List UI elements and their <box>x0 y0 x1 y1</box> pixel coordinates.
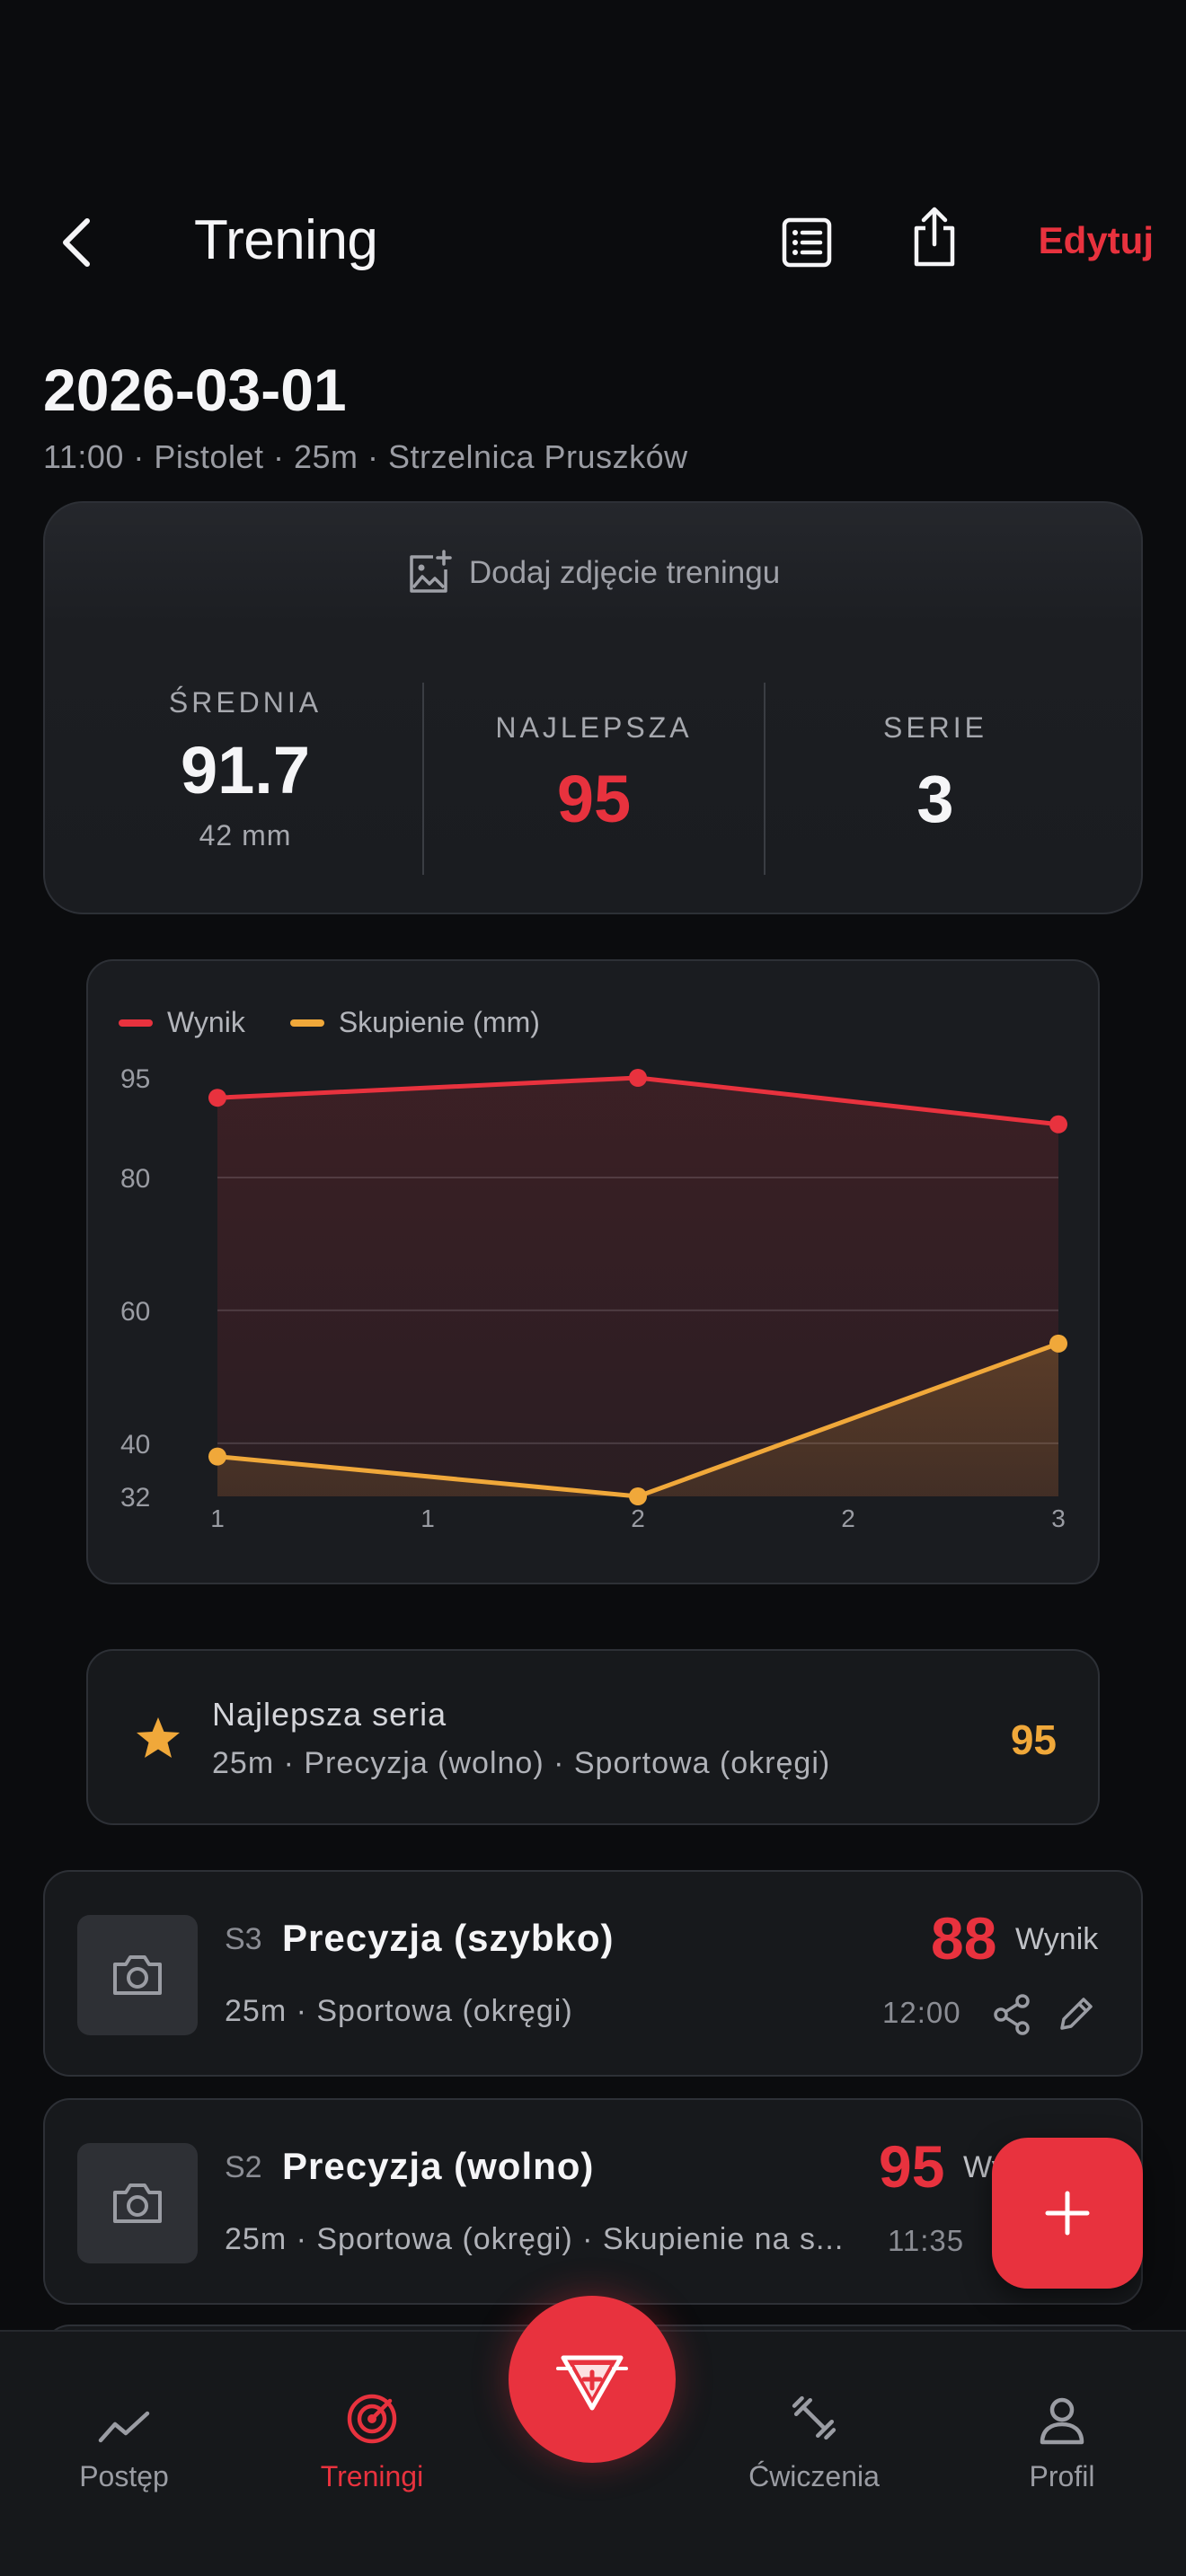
legend-item-grouping: Skupienie (mm) <box>289 1006 540 1039</box>
series-name: Precyzja (wolno) <box>282 2145 595 2187</box>
data-point <box>629 1069 647 1087</box>
legend-label: Skupienie (mm) <box>338 1006 540 1038</box>
data-point <box>208 1089 226 1107</box>
list-button[interactable] <box>769 205 845 280</box>
nav-item-trainings[interactable]: Treningi <box>282 2332 462 2493</box>
plus-icon <box>1045 2191 1090 2236</box>
stat-value: 95 <box>556 762 632 836</box>
series-subtitle: 25m · Sportowa (okręgi) <box>225 1994 573 2028</box>
nav-item-profile[interactable]: Profil <box>972 2332 1152 2493</box>
stat-label: SERIE <box>882 711 988 744</box>
series-subtitle: 25m · Sportowa (okręgi) · Skupienie na s… <box>225 2222 845 2256</box>
best-series-subtitle: 25m · Precyzja (wolno) · Sportowa (okręg… <box>212 1746 831 1780</box>
nav-label: Ćwiczenia <box>748 2460 880 2492</box>
add-photo-icon <box>410 550 452 593</box>
series-time: 12:00 <box>882 1996 961 2029</box>
stat-label: ŚREDNIA <box>168 686 323 719</box>
dumbbell-icon <box>792 2395 836 2440</box>
data-point <box>208 1447 226 1466</box>
stat-series: SERIE 3 <box>787 711 1084 837</box>
legend-swatch <box>289 1019 324 1027</box>
divider <box>764 683 766 875</box>
divider <box>422 683 424 875</box>
list-icon <box>782 217 832 268</box>
legend-item-score: Wynik <box>119 1006 245 1039</box>
session-date: 2026-03-01 <box>43 357 347 423</box>
camera-icon <box>113 1955 162 1995</box>
series-name: Precyzja (szybko) <box>282 1917 615 1959</box>
series-tag: S3 <box>225 1922 262 1956</box>
series-score-label: Wynik <box>1015 1922 1099 1956</box>
back-button[interactable] <box>45 205 108 280</box>
add-photo-label: Dodaj zdjęcie treningu <box>468 555 781 590</box>
series-score: 88 <box>931 1905 997 1972</box>
person-icon <box>1040 2397 1084 2445</box>
series-area <box>217 1078 1058 1496</box>
stat-best: NAJLEPSZA 95 <box>446 711 742 837</box>
stat-value: 3 <box>916 762 954 836</box>
stat-label: NAJLEPSZA <box>495 711 693 744</box>
add-series-button[interactable] <box>992 2138 1143 2289</box>
y-tick-label: 95 <box>120 1064 150 1094</box>
x-tick-label: 1 <box>210 1504 225 1532</box>
series-time: 11:35 <box>888 2224 965 2257</box>
data-point <box>1049 1334 1067 1353</box>
nav-label: Treningi <box>320 2460 424 2492</box>
nav-item-progress[interactable]: Postęp <box>34 2332 214 2493</box>
nav-label: Postęp <box>79 2460 169 2492</box>
star-icon <box>137 1717 180 1758</box>
y-tick-label: 32 <box>120 1483 150 1513</box>
best-series-value: 95 <box>1010 1716 1057 1763</box>
stat-value: 91.7 <box>180 733 311 807</box>
edit-button[interactable]: Edytuj <box>1038 219 1154 261</box>
page-title: Trening <box>194 209 378 271</box>
y-tick-label: 40 <box>120 1430 150 1460</box>
share-icon <box>914 207 955 267</box>
data-point <box>629 1487 647 1505</box>
series-photo-placeholder[interactable] <box>77 1915 198 2035</box>
edit-pencil-icon[interactable] <box>1057 1994 1096 2033</box>
data-point <box>1049 1115 1067 1134</box>
legend-label: Wynik <box>167 1006 245 1038</box>
series-tag: S2 <box>225 2150 262 2184</box>
series-area <box>217 1343 1058 1496</box>
camera-icon <box>113 2183 162 2223</box>
line-chart: 95 80 60 40 32 1 1 2 2 3 <box>120 1064 1067 1532</box>
stat-average: ŚREDNIA 91.7 42 mm <box>97 686 394 852</box>
center-action-button[interactable] <box>509 2296 676 2463</box>
logo-icon <box>556 2355 628 2411</box>
x-tick-label: 2 <box>841 1504 855 1532</box>
series-card[interactable]: S2 Precyzja (wolno) 25m · Sportowa (okrę… <box>43 2098 1143 2305</box>
chevron-left-icon <box>63 218 90 267</box>
series-score: 95 <box>879 2133 945 2200</box>
share-button[interactable] <box>897 199 972 275</box>
add-photo-button[interactable]: Dodaj zdjęcie treningu <box>45 550 1141 596</box>
series-card[interactable]: S3 Precyzja (szybko) 25m · Sportowa (okr… <box>43 1870 1143 2077</box>
chart-card: Wynik Skupienie (mm) 95 80 60 40 32 1 1 2 2 3 <box>86 959 1100 1584</box>
series-photo-placeholder[interactable] <box>77 2143 198 2263</box>
nav-item-exercises[interactable]: Ćwiczenia <box>724 2332 904 2493</box>
y-tick-label: 60 <box>120 1297 150 1327</box>
x-tick-label: 3 <box>1051 1504 1066 1532</box>
nav-label: Profil <box>1029 2460 1095 2492</box>
trend-icon <box>98 2411 150 2443</box>
share-icon[interactable] <box>992 1994 1031 2035</box>
legend-swatch <box>119 1019 153 1027</box>
x-tick-label: 2 <box>631 1504 645 1532</box>
best-series-title: Najlepsza seria <box>212 1696 447 1733</box>
target-icon <box>347 2394 397 2444</box>
session-meta: 11:00 · Pistolet · 25m · Strzelnica Prus… <box>43 438 688 475</box>
x-tick-label: 1 <box>420 1504 435 1532</box>
stat-sub: 42 mm <box>199 819 292 851</box>
best-series-card[interactable]: Najlepsza seria 25m · Precyzja (wolno) ·… <box>86 1649 1100 1825</box>
y-tick-label: 80 <box>120 1164 150 1194</box>
summary-card: Dodaj zdjęcie treningu ŚREDNIA 91.7 42 m… <box>43 501 1143 914</box>
chart-legend: Wynik Skupienie (mm) <box>119 1006 540 1039</box>
